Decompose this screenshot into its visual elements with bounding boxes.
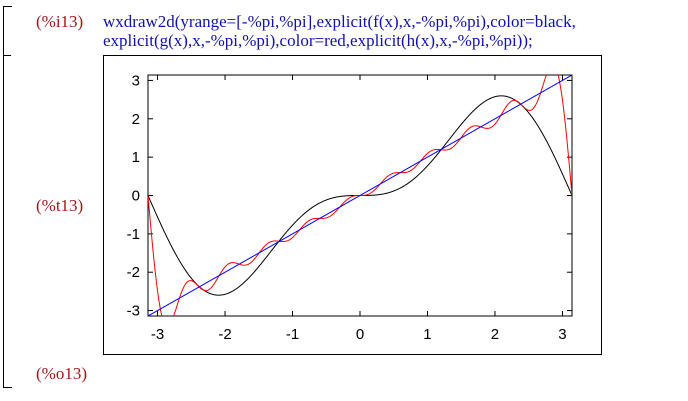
series-line-3 <box>148 75 572 316</box>
plot-svg: -3 -2 -1 0 1 2 3 3 2 1 0 -1 -2 -3 <box>127 72 573 343</box>
x-tick-label: -3 <box>151 326 164 343</box>
y-tick-label: -3 <box>127 303 140 320</box>
x-tick-label: 2 <box>491 326 499 343</box>
command-line-2[interactable]: explicit(g(x),x,-%pi,%pi),color=red,expl… <box>103 31 533 50</box>
plot-frame: -3 -2 -1 0 1 2 3 3 2 1 0 -1 -2 -3 <box>103 55 602 355</box>
y-tick-label: -2 <box>127 264 140 281</box>
command-line-1[interactable]: wxdraw2d(yrange=[-%pi,%pi],explicit(f(x)… <box>103 12 576 31</box>
x-tick-label: -1 <box>286 326 299 343</box>
y-tick-label: -1 <box>127 226 140 243</box>
x-tick-label: 1 <box>423 326 431 343</box>
cell-bracket[interactable] <box>3 6 12 388</box>
cell-bracket-divider <box>3 55 11 56</box>
plot-label: (%t13) <box>36 196 84 215</box>
output-label: (%o13) <box>36 364 87 383</box>
y-tick-label: 3 <box>132 72 140 89</box>
input-label: (%i13) <box>36 12 84 31</box>
y-tick-label: 2 <box>132 111 140 128</box>
y-tick-label: 1 <box>132 149 140 166</box>
y-tick-label: 0 <box>132 188 140 205</box>
x-tick-label: 3 <box>558 326 566 343</box>
x-tick-label: 0 <box>356 326 364 343</box>
x-tick-label: -2 <box>218 326 231 343</box>
